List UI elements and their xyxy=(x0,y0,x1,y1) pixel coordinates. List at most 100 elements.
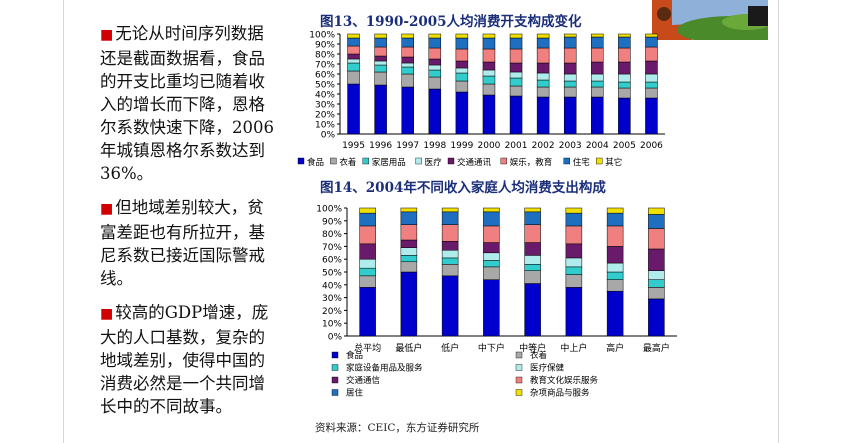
bar-segment xyxy=(618,36,631,49)
bar-segment xyxy=(482,61,496,71)
bar-segment xyxy=(591,47,604,63)
x-tick-label: 最高户 xyxy=(643,342,670,354)
y-tick-label: 40% xyxy=(322,281,342,291)
paragraph-gini-text: 但地域差别较大，贫富差距也有所拉开，基尼系数已接近国际警戒线。 xyxy=(100,198,265,288)
bar-segment xyxy=(591,73,604,82)
x-tick-label: 1997 xyxy=(396,141,419,151)
legend-label: 家庭设备用品及服务 xyxy=(346,363,423,374)
bar-segment xyxy=(347,58,360,64)
bar-segment xyxy=(524,283,541,337)
bar-segment xyxy=(645,46,658,62)
bar-segment xyxy=(509,33,523,39)
bar-segment xyxy=(565,274,583,288)
y-tick-label: 60% xyxy=(315,71,335,81)
bar-segment xyxy=(524,242,541,256)
bar-segment xyxy=(441,241,459,251)
bar-segment xyxy=(400,271,418,337)
bar-segment xyxy=(441,275,459,337)
x-tick-label: 中上户 xyxy=(560,342,587,354)
bar-segment xyxy=(648,279,665,288)
bar-segment xyxy=(648,228,665,250)
x-tick-label: 2003 xyxy=(559,141,582,151)
x-tick-label: 1998 xyxy=(423,141,446,151)
legend-label: 医疗保健 xyxy=(530,363,565,374)
x-tick-label: 中等户 xyxy=(519,342,546,354)
bar-segment xyxy=(359,258,376,269)
y-tick-label: 50% xyxy=(315,81,335,91)
bar-segment xyxy=(359,212,376,227)
bar-segment xyxy=(347,45,360,55)
bar-segment xyxy=(563,62,577,75)
paragraph-gini: ■ 但地域差别较大，贫富差距也有所拉开，基尼系数已接近国际警戒线。 xyxy=(100,196,280,290)
source-note: 资料来源：CEIC，东方证券研究所 xyxy=(315,422,480,434)
paragraph-growth-text: 较高的GDP增速，庞大的人口基数，复杂的地域差别，使得中国的消费必然是一个共同增… xyxy=(100,303,269,416)
bar-segment xyxy=(536,86,550,98)
left-margin xyxy=(0,0,63,443)
chart1-title: 图13、1990-2005人均消费开支构成变化 xyxy=(320,14,582,30)
bar-segment xyxy=(618,97,631,135)
y-tick-label: 100% xyxy=(309,31,335,41)
bar-segment xyxy=(455,33,469,39)
legend-swatch xyxy=(331,364,339,371)
legend-label: 医疗 xyxy=(425,157,443,168)
bar-segment xyxy=(359,275,376,288)
bar-segment xyxy=(401,33,414,39)
bar-segment xyxy=(374,55,387,62)
bar-segment xyxy=(483,207,500,213)
y-tick-label: 80% xyxy=(315,51,335,61)
bar-segment xyxy=(483,225,500,243)
legend-label: 教育文化娱乐服务 xyxy=(530,375,599,386)
bar-segment xyxy=(536,96,550,135)
legend-label: 其它 xyxy=(605,157,622,168)
legend-swatch xyxy=(447,157,455,165)
bar-segment xyxy=(618,33,631,38)
bar-segment xyxy=(441,257,459,265)
bar-segment xyxy=(648,287,665,300)
chart1-consumption-structure: 0%10%20%30%40%50%60%70%80%90%100% 1995 199… xyxy=(297,31,665,168)
bar-segment xyxy=(374,33,387,39)
bar-segment xyxy=(483,252,500,261)
bar-segment xyxy=(565,266,583,275)
bar-segment xyxy=(648,270,665,280)
chart2-income-groups: 0% 10% 20% 30% 40% 50% 60% 70% 80% 90% 100% 总平均 最低户 低… xyxy=(316,205,677,399)
bar-segment xyxy=(536,79,550,88)
y-tick-label: 70% xyxy=(322,243,342,253)
bar-segment xyxy=(509,85,523,97)
bar-segment xyxy=(374,46,387,57)
bar-segment xyxy=(536,33,550,39)
bar-segment xyxy=(359,207,376,214)
bar-segment xyxy=(347,70,360,85)
bar-segment xyxy=(524,255,541,265)
legend-swatch xyxy=(596,157,603,165)
bar-segment xyxy=(591,80,604,88)
legend-swatch xyxy=(515,351,523,359)
bar-segment xyxy=(565,287,583,337)
bar-segment xyxy=(536,47,550,64)
bar-segment xyxy=(374,84,387,135)
bar-segment xyxy=(536,37,550,49)
bar-segment xyxy=(524,270,541,284)
bar-segment xyxy=(455,67,469,74)
bar-segment xyxy=(455,48,469,62)
bar-segment xyxy=(482,37,496,50)
bar-segment xyxy=(401,37,414,48)
bar-segment xyxy=(524,207,541,213)
bar-segment xyxy=(401,56,414,64)
bar-segment xyxy=(482,69,496,77)
bar-segment xyxy=(441,249,459,259)
y-tick-label: 90% xyxy=(315,41,335,51)
bar-segment xyxy=(428,64,442,71)
x-tick-label: 2005 xyxy=(613,141,636,151)
bar-segment xyxy=(482,94,496,135)
bar-segment xyxy=(483,279,500,337)
bar-segment xyxy=(401,62,414,68)
bar-segment xyxy=(645,60,658,75)
bar-segment xyxy=(401,66,414,75)
bar-segment xyxy=(455,72,469,82)
y-tick-label: 0% xyxy=(328,333,343,343)
bar-segment xyxy=(606,279,624,292)
bar-segment xyxy=(606,271,624,280)
bar-segment xyxy=(359,243,376,260)
legend-swatch xyxy=(515,376,523,384)
bar-segment xyxy=(563,80,577,88)
